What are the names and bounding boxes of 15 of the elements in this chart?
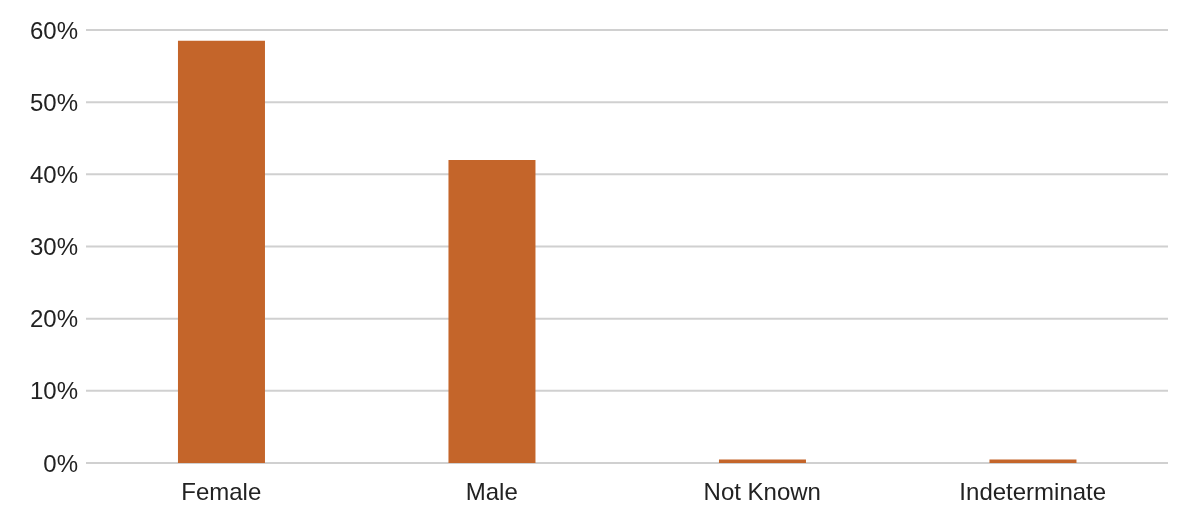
y-tick-label: 40% — [29, 160, 78, 188]
y-tick-label: 0% — [43, 449, 78, 477]
x-tick-label: Indeterminate — [959, 478, 1107, 506]
x-tick-label: Not Known — [703, 478, 821, 506]
bar — [177, 40, 265, 463]
y-tick-label: 60% — [29, 16, 78, 44]
bar — [718, 459, 806, 463]
bar — [989, 459, 1077, 463]
bar — [448, 159, 536, 463]
x-tick-label: Female — [181, 478, 262, 506]
y-tick-label: 30% — [29, 233, 78, 261]
y-tick-label: 10% — [29, 377, 78, 405]
y-tick-label: 20% — [29, 305, 78, 333]
y-tick-label: 50% — [29, 88, 78, 116]
x-tick-label: Male — [465, 478, 518, 506]
